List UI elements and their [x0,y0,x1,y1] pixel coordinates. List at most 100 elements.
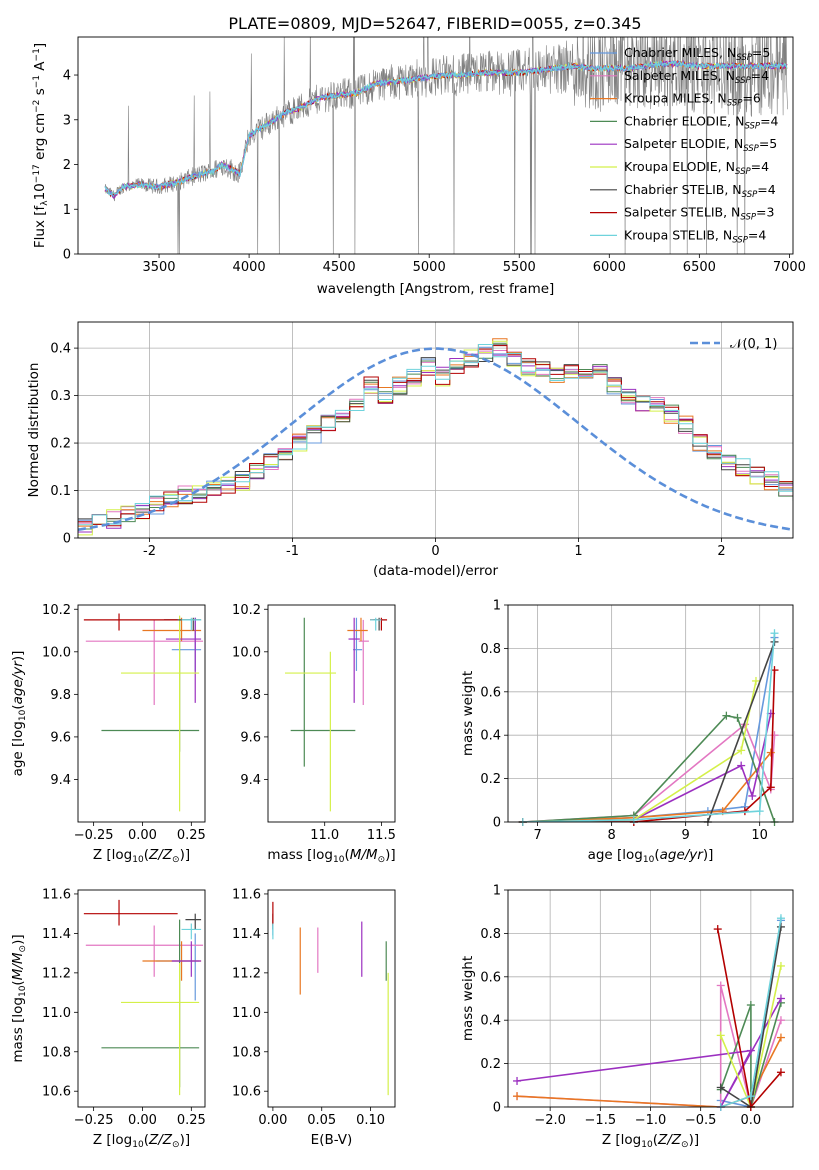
observed-spectrum [104,37,788,254]
legend-label: Salpeter MILES [624,68,718,83]
x-axis-label: Z [log10(Z/Z⊙)] [602,1132,699,1150]
axes-frame [77,36,794,255]
legend-entry: Chabrier STELIB, NSSP=4 [624,182,776,200]
label-part: ( [10,704,26,709]
axes-frame [77,889,206,1108]
y-tick-label: 0.2 [480,772,501,787]
y-tick-label: 1 [493,599,501,614]
axes-frame [507,604,794,823]
label-part: Z [log [602,1132,641,1148]
label-part: , N [718,159,735,174]
axes-frame [267,604,396,823]
legend-nssp: 5 [762,45,770,60]
label-part: )] [703,847,714,863]
label-part: Z [log [93,847,132,863]
label-part: = [759,136,769,151]
model-spectrum-line [104,59,788,196]
y-tick-label: 9.6 [240,730,261,745]
y-tick-label: 0 [63,248,71,263]
legend-entry: Chabrier ELODIE, NSSP=4 [624,113,779,131]
y-tick-label: 11.6 [232,887,261,902]
legend-nssp: 4 [768,182,776,197]
residual-histogram [78,350,793,525]
y-tick-label: 10.6 [232,1085,261,1100]
y-tick-label: 11.0 [42,1006,71,1021]
normal-curve [78,347,791,531]
x-tick-label: 0.05 [307,1113,336,1128]
x-tick-label: 11.0 [310,828,339,843]
label-part: ] [32,43,48,48]
legend-entry: Kroupa MILES, NSSP=6 [624,91,761,109]
weight-series-line [516,985,782,1107]
label-part: = [751,68,761,83]
x-tick-label: −0.25 [74,828,114,843]
label-part: 10 [333,855,345,865]
label-part: 10 [18,709,28,721]
label-part: , N [709,91,726,106]
y-tick-label: 3 [63,113,71,128]
label-part: −1 [32,75,42,88]
legend-nssp: 4 [771,113,779,128]
y-tick-label: 10.0 [42,645,71,660]
legend-nssp: 3 [767,205,775,220]
label-part: ( [653,1132,658,1148]
x-tick-label: 6000 [593,260,626,275]
x-tick-label: 5500 [503,260,536,275]
legend-label: Kroupa STELIB [624,227,715,242]
label-part: ⊙ [378,855,386,865]
legend-entry: Salpeter STELIB, NSSP=3 [624,205,774,223]
x-tick-label: -1 [286,544,299,559]
x-tick-label: 7000 [773,260,806,275]
label-part: age/yr [660,847,705,863]
label-part: , N [724,182,741,197]
x-tick-label: 9 [682,828,690,843]
label-part: age [log [10,721,26,776]
x-tick-label: 7 [533,828,541,843]
y-tick-label: 1 [493,884,501,899]
x-tick-label: 0.25 [177,1113,206,1128]
label-part: −17 [32,164,42,183]
label-part: ⊙ [18,945,28,953]
label-part: Flux [f [32,204,48,248]
x-tick-label: 0.00 [128,1113,157,1128]
label-part: , N [715,227,732,242]
x-tick-label: −1.0 [635,1113,667,1128]
label-part: −1 [32,48,42,61]
label-part: , N [727,113,744,128]
weight-series-line [716,928,782,1107]
x-tick-label: 0 [431,544,439,559]
label-part: , N [719,45,736,60]
label-part: SSP [742,190,758,200]
weight-series-line [719,965,782,1107]
legend-label: Chabrier STELIB [624,182,724,197]
residual-histogram [78,346,793,525]
label-part: ⊙ [172,1140,180,1150]
y-tick-label: 0.4 [480,1014,501,1029]
y-tick-label: 0.1 [50,484,71,499]
y-tick-label: 0.3 [50,389,71,404]
label-part: Z/Z [657,1132,682,1148]
legend-entry: 𝒩(0, 1) [730,337,777,352]
residual-histogram [78,344,793,526]
y-tick-label: 11.4 [232,927,261,942]
x-tick-label: 4000 [233,260,266,275]
label-part: 10 [132,1140,144,1150]
y-tick-label: 9.8 [50,688,71,703]
label-part: SSP [735,76,751,86]
legend-entry: Salpeter ELODIE, NSSP=5 [624,136,777,154]
label-part: = [748,227,758,242]
x-axis-label: Z [log10(Z/Z⊙)] [93,1132,190,1150]
x-tick-label: 5000 [413,260,446,275]
legend-label: Kroupa MILES [624,91,710,106]
label-part: ( [144,1132,149,1148]
residual-histogram [78,345,793,527]
label-part: erg cm [32,113,48,164]
label-part: = [742,91,752,106]
legend-label: Chabrier ELODIE [624,113,727,128]
label-part: = [756,205,766,220]
y-tick-label: 0 [493,816,501,831]
x-axis-label: (data-model)/error [373,563,499,579]
plots-layer: 3500 4000 4500 5000 5500 6000 6500 700001234wav… [10,36,806,1150]
axes-frame [77,604,206,823]
y-axis-label: mass weight [460,671,476,756]
